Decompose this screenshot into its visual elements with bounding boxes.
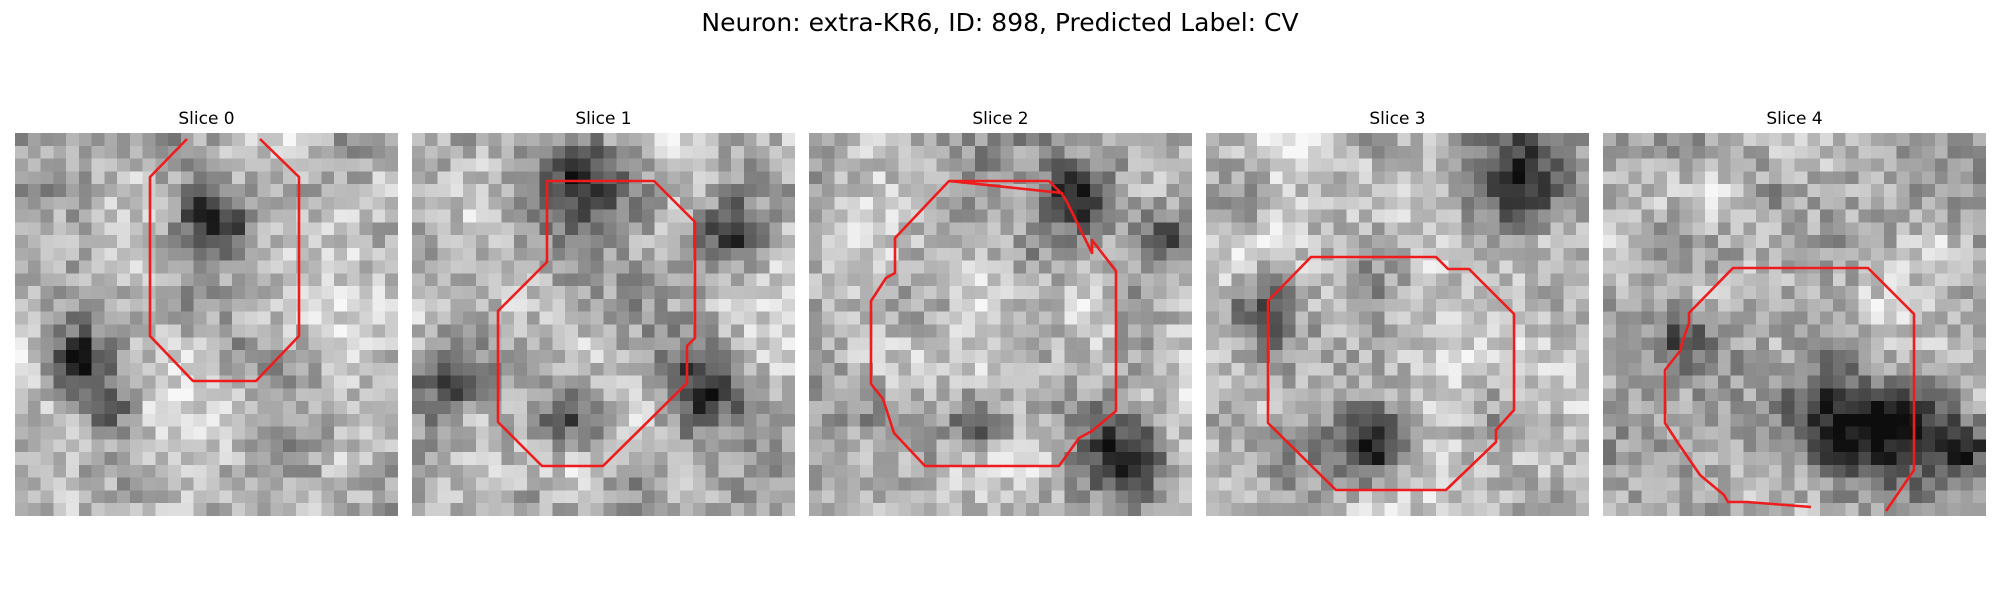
slice-contour-svg-2 [869,179,1118,468]
slice-panel-3 [1206,133,1589,516]
slice-image-3 [1206,133,1589,516]
roi-contour-3 [1266,255,1516,492]
slice-image-4 [1603,133,1986,516]
roi-contour-1 [496,179,697,468]
roi-contour-0 [148,138,301,383]
slice-image-1 [412,133,795,516]
slice-contour-svg-0 [148,138,301,383]
slice-contour-svg-1 [496,179,697,468]
slice-image-2 [809,133,1192,516]
slice-panel-2 [809,133,1192,516]
slice-contour-svg-3 [1266,255,1516,492]
slice-title-0: Slice 0 [178,109,235,129]
slice-title-4: Slice 4 [1766,109,1823,129]
slice-panel-1 [412,133,795,516]
slice-title-1: Slice 1 [575,109,632,129]
roi-contour-4 [1663,266,1916,512]
roi-contour-2 [869,179,1118,468]
slice-title-2: Slice 2 [972,109,1029,129]
slice-contour-svg-4 [1663,266,1916,512]
slice-panel-0 [15,133,398,516]
slice-image-0 [15,133,398,516]
slice-title-3: Slice 3 [1369,109,1426,129]
slice-panel-4 [1603,133,1986,516]
figure-title: Neuron: extra-KR6, ID: 898, Predicted La… [701,8,1299,37]
